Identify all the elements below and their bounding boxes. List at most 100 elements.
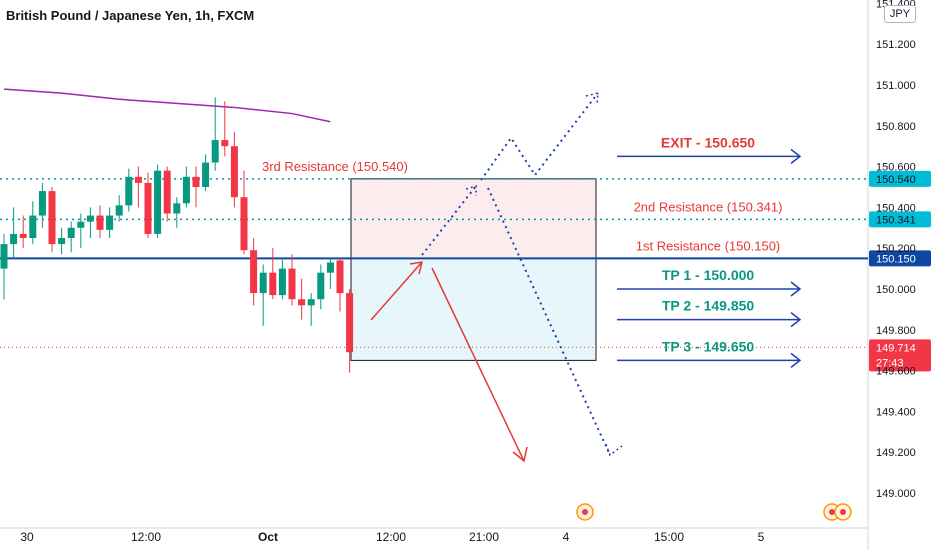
level-tag-2: 150.341 [876, 214, 916, 226]
target-arrow-head [790, 352, 802, 368]
arrow-red-down-head [512, 446, 528, 463]
x-tick-label: 15:00 [654, 530, 684, 544]
level-label-2: 2nd Resistance (150.341) [634, 199, 783, 214]
projection-path-1 [421, 185, 477, 256]
candle-body [29, 215, 37, 238]
candle-body [0, 244, 8, 269]
candle-body [240, 197, 248, 251]
candle-body [221, 140, 229, 147]
target-arrow-head [790, 148, 802, 164]
candle-body [86, 215, 94, 222]
candle-body [67, 227, 75, 238]
moving-average [3, 88, 331, 123]
candle-body [96, 215, 104, 230]
y-tick-label: 150.800 [876, 121, 916, 133]
candle-body [163, 170, 171, 214]
arrow-red-up-head [409, 261, 424, 275]
candle-body [202, 162, 210, 187]
arrow-red-up [370, 261, 423, 321]
candle-body [134, 176, 142, 183]
target-arrow-head [790, 281, 802, 297]
target-label-3: TP 2 - 149.850 [662, 298, 755, 314]
candle-body [336, 260, 344, 294]
candle-body [58, 238, 66, 245]
level-tag-1: 150.540 [876, 174, 916, 186]
x-tick-label: 30 [20, 530, 34, 544]
candle-body [144, 182, 152, 234]
current-price-tag: 149.714 [876, 342, 916, 354]
projection-path-2-head [585, 92, 599, 106]
currency-button[interactable]: JPY [884, 5, 916, 23]
target-arrow-head [790, 312, 802, 328]
y-tick-label: 150.400 [876, 202, 916, 214]
level-label-1: 3rd Resistance (150.540) [262, 159, 408, 174]
candle-body [106, 215, 114, 230]
position-boxes [350, 178, 597, 361]
x-tick-label: Oct [258, 530, 278, 544]
candle-body [10, 233, 18, 245]
grid [0, 0, 869, 550]
candle-body [173, 203, 181, 214]
candle-body [230, 146, 238, 198]
target-label-2: TP 1 - 150.000 [662, 267, 755, 283]
target-labels: EXIT - 150.650 TP 1 - 150.000 TP 2 - 149.8… [617, 134, 802, 368]
candle-body [269, 272, 277, 296]
target-label-4: TP 3 - 149.650 [662, 338, 755, 354]
candle-body [19, 233, 27, 238]
candle-body [38, 191, 46, 216]
chart-title: British Pound / Japanese Yen, 1h, FXCM [6, 8, 255, 23]
y-tick-label: 149.000 [876, 488, 916, 500]
candle-body [250, 250, 258, 294]
y-tick-label: 151.000 [876, 80, 916, 92]
moving-average-line [3, 88, 331, 123]
x-tick-label: 12:00 [376, 530, 406, 544]
target-zone-box [351, 258, 596, 361]
event-marker-dot [840, 509, 846, 515]
position-box-outline [350, 178, 597, 361]
candle-body [288, 268, 296, 300]
candle-body [211, 140, 219, 163]
y-tick-label: 150.000 [876, 284, 916, 296]
level-tag-3: 150.150 [876, 253, 916, 265]
candle-body [77, 221, 85, 228]
candle-body [154, 170, 162, 234]
candle-body [259, 272, 267, 294]
candle-body [307, 299, 315, 306]
y-tick-label: 149.200 [876, 447, 916, 459]
level-tag-bg-1 [869, 170, 931, 187]
x-tick-label: 12:00 [131, 530, 161, 544]
y-tick-label: 149.800 [876, 325, 916, 337]
candle-body [125, 176, 133, 206]
x-tick-label: 21:00 [469, 530, 499, 544]
candle-body [192, 176, 200, 187]
resistance-levels: 3rd Resistance (150.540) 2nd Resistance (… [0, 159, 868, 348]
event-marker-dot [829, 509, 835, 515]
candle-body [48, 191, 56, 245]
projection-path-3 [487, 187, 611, 456]
arrow-red-down [431, 267, 525, 462]
y-tick-label: 149.600 [876, 366, 916, 378]
candles [0, 97, 354, 373]
candle-body [182, 176, 190, 204]
y-tick-label: 151.200 [876, 39, 916, 51]
projection-path-1-head [465, 184, 477, 196]
event-markers [576, 503, 852, 521]
candle-body [115, 205, 123, 216]
y-tick-label: 149.400 [876, 406, 916, 418]
projection-path-2 [480, 92, 599, 181]
projection-arrows [370, 92, 623, 463]
countdown-tag: 27:43 [876, 357, 904, 369]
candle-body [278, 268, 286, 296]
level-label-3: 1st Resistance (150.150) [636, 238, 781, 253]
x-tick-label: 5 [758, 530, 765, 544]
projection-path-3-head [605, 443, 623, 457]
candle-body [326, 262, 334, 273]
time-axis: 30 12:00 Oct 12:00 21:00 4 15:00 5 [20, 530, 764, 544]
event-marker-dot [582, 509, 588, 515]
current-price-tag-bg [869, 339, 931, 372]
price-axis: 150.540150.341150.150149.71427:43151.400… [869, 0, 931, 500]
stop-zone-box [351, 178, 596, 259]
x-tick-label: 4 [563, 530, 570, 544]
candle-body [346, 293, 354, 353]
